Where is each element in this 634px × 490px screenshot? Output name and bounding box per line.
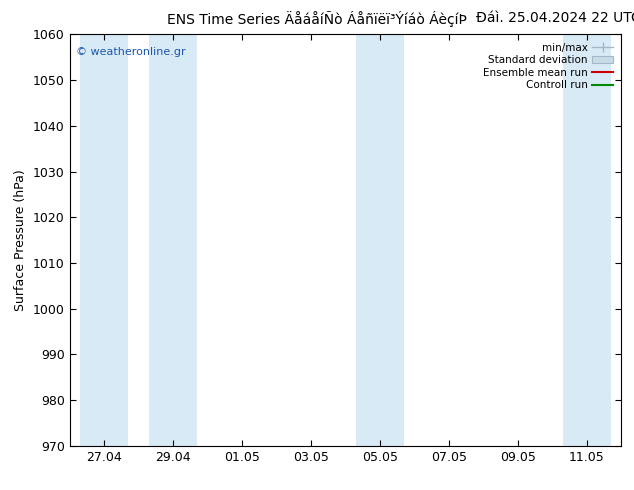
Text: © weatheronline.gr: © weatheronline.gr	[76, 47, 186, 57]
Bar	[356, 34, 404, 446]
Text: Ðáì. 25.04.2024 22 UTC: Ðáì. 25.04.2024 22 UTC	[476, 11, 634, 25]
Legend: min/max, Standard deviation, Ensemble mean run, Controll run: min/max, Standard deviation, Ensemble me…	[480, 40, 616, 94]
Y-axis label: Surface Pressure (hPa): Surface Pressure (hPa)	[15, 169, 27, 311]
Bar	[80, 34, 128, 446]
Bar	[149, 34, 197, 446]
Text: ENS Time Series ÄåáåíÑò Áåñïëï³Ýíáò ÁèçíÞ: ENS Time Series ÄåáåíÑò Áåñïëï³Ýíáò Áèçí…	[167, 11, 467, 27]
Bar	[563, 34, 611, 446]
